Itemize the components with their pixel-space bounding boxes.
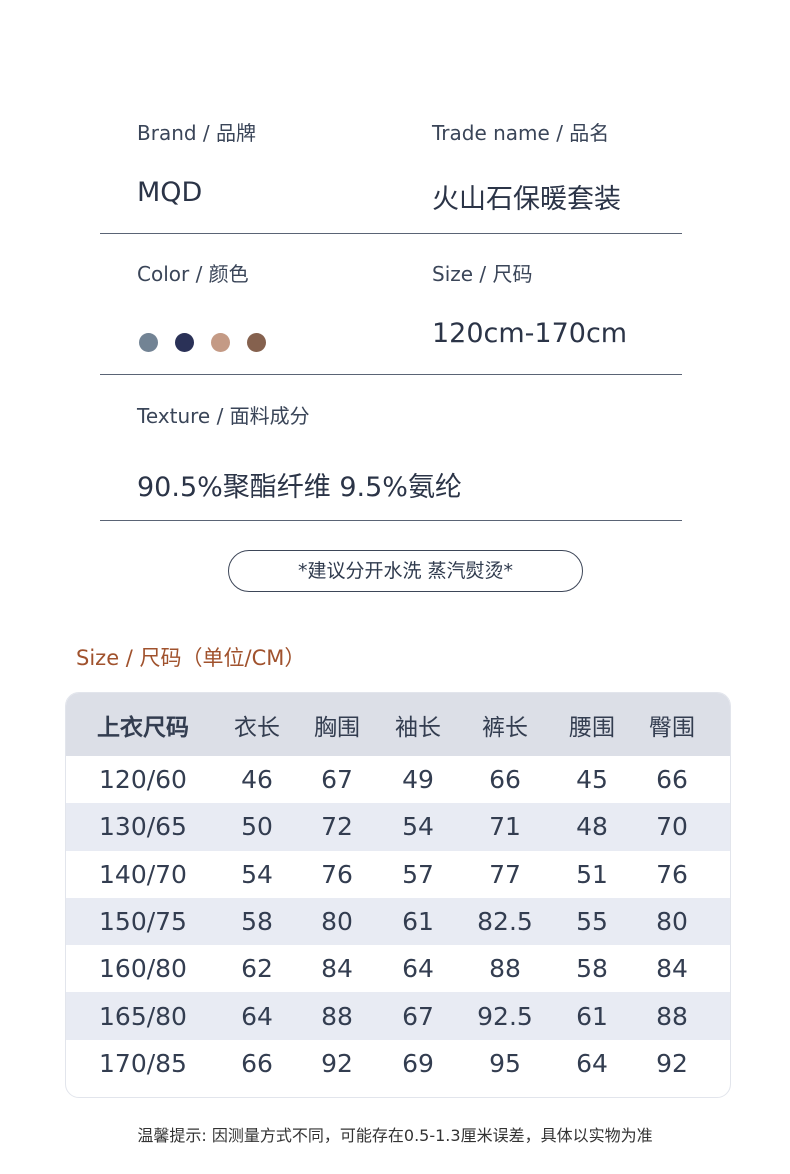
table-cell: 上衣尺码 [97,714,189,741]
table-cell: 57 [402,859,434,889]
size-value: 120cm-170cm [432,318,628,349]
table-cell: 92.5 [477,1001,533,1031]
table-cell: 130/65 [99,812,187,842]
table-row: 140/70 54 76 57 77 51 76 [66,851,730,898]
table-cell: 腰围 [569,714,615,741]
table-cell: 92 [656,1048,688,1078]
color-swatch [211,333,230,352]
table-cell: 67 [321,765,353,795]
table-row: 170/85 66 92 69 95 64 92 [66,1040,730,1087]
table-cell: 64 [241,1001,273,1031]
table-cell: 49 [402,765,434,795]
table-row: 120/60 46 67 49 66 45 66 [66,756,730,803]
table-cell: 120/60 [99,765,187,795]
texture-label: Texture / 面料成分 [137,404,310,428]
table-cell: 67 [402,1001,434,1031]
table-cell: 72 [321,812,353,842]
table-cell: 140/70 [99,859,187,889]
table-cell: 55 [576,907,608,937]
brand-value: MQD [137,177,203,208]
trade-name-value: 火山石保暖套装 [432,184,621,215]
table-cell: 70 [656,812,688,842]
table-cell: 64 [402,954,434,984]
table-cell: 臀围 [649,714,695,741]
table-cell: 71 [489,812,521,842]
table-cell: 62 [241,954,273,984]
table-cell: 88 [321,1001,353,1031]
table-header-row: 上衣尺码 衣长 胸围 袖长 裤长 腰围 臀围 [66,693,730,756]
texture-value: 90.5%聚酯纤维 9.5%氨纶 [137,472,462,503]
table-cell: 80 [321,907,353,937]
table-cell: 76 [656,859,688,889]
table-cell: 80 [656,907,688,937]
table-cell: 82.5 [477,907,533,937]
color-label: Color / 颜色 [137,262,249,286]
divider [100,520,682,521]
table-row: 130/65 50 72 54 71 48 70 [66,803,730,851]
table-cell: 76 [321,859,353,889]
table-row: 150/75 58 80 61 82.5 55 80 [66,897,730,946]
table-cell: 61 [402,907,434,937]
table-row: 165/80 64 88 67 92.5 61 88 [66,992,730,1040]
table-cell: 48 [576,812,608,842]
table-cell: 衣长 [234,714,280,741]
footer-note: 温馨提示: 因测量方式不同，可能存在0.5-1.3厘米误差，具体以实物为准 [137,1126,653,1145]
table-cell: 51 [576,859,608,889]
size-table: 上衣尺码 衣长 胸围 袖长 裤长 腰围 臀围 120/60 46 67 49 66 45 66 130/65… [65,692,731,1098]
table-cell: 77 [489,859,521,889]
table-cell: 88 [489,954,521,984]
table-cell: 170/85 [99,1048,187,1078]
table-cell: 69 [402,1048,434,1078]
table-cell: 95 [489,1048,521,1078]
table-cell: 150/75 [99,907,187,937]
size-table-title: Size / 尺码（单位/CM） [76,646,306,670]
table-cell: 165/80 [99,1001,187,1031]
wash-note: *建议分开水洗 蒸汽熨烫* [228,550,583,592]
table-cell: 66 [489,765,521,795]
table-cell: 46 [241,765,273,795]
table-cell: 50 [241,812,273,842]
table-cell: 54 [241,859,273,889]
brand-label: Brand / 品牌 [137,121,257,145]
table-cell: 61 [576,1001,608,1031]
table-cell: 64 [576,1048,608,1078]
table-cell: 84 [656,954,688,984]
table-cell: 92 [321,1048,353,1078]
table-cell: 58 [241,907,273,937]
size-label: Size / 尺码 [432,262,533,286]
table-cell: 66 [656,765,688,795]
table-cell: 66 [241,1048,273,1078]
table-cell: 84 [321,954,353,984]
trade-name-label: Trade name / 品名 [432,121,610,145]
table-cell: 88 [656,1001,688,1031]
color-swatch [175,333,194,352]
table-cell: 160/80 [99,954,187,984]
table-row: 160/80 62 84 64 88 58 84 [66,945,730,992]
color-swatch [247,333,266,352]
color-swatch [139,333,158,352]
table-cell: 胸围 [314,714,360,741]
divider [100,374,682,375]
divider [100,233,682,234]
table-cell: 45 [576,765,608,795]
table-cell: 54 [402,812,434,842]
table-cell: 袖长 [395,714,441,741]
table-cell: 裤长 [482,714,528,741]
table-cell: 58 [576,954,608,984]
